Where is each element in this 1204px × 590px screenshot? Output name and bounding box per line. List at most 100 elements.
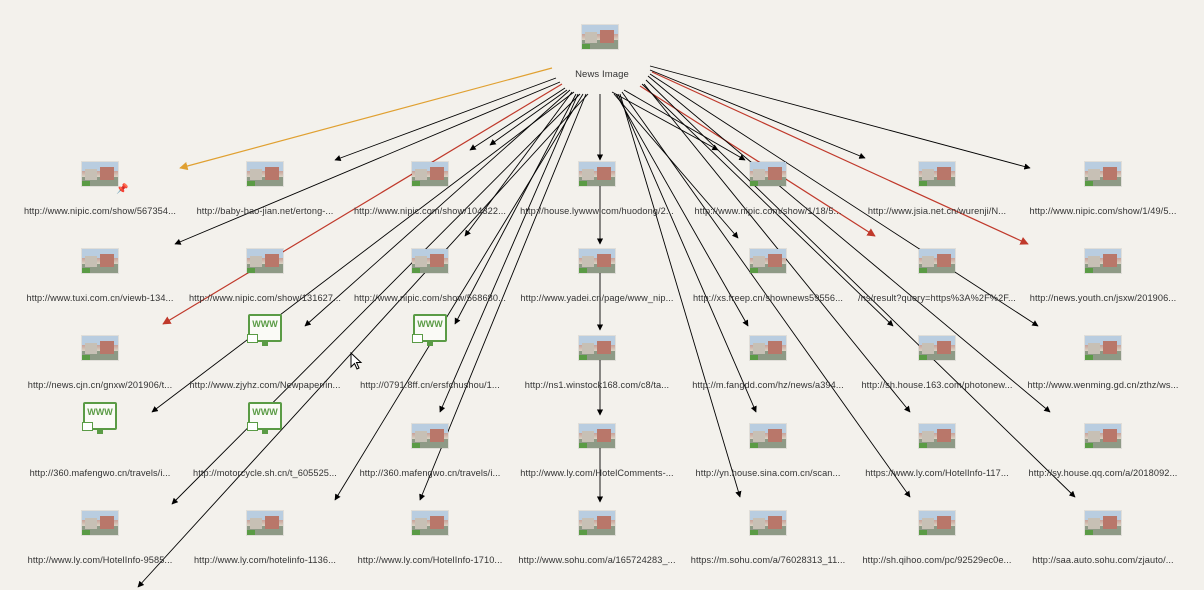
graph-node[interactable]: http://sh.qihoo.com/pc/92529ec0e... <box>852 511 1022 571</box>
node-label: http://news.youth.cn/jsxw/201906... <box>1029 293 1177 303</box>
image-thumbnail-icon <box>412 249 448 273</box>
node-label: http://sh.qihoo.com/pc/92529ec0e... <box>862 555 1012 565</box>
graph-node[interactable]: WWW http://360.mafengwo.cn/travels/i... <box>15 402 185 484</box>
graph-node[interactable]: http://www.wenming.gd.cn/zthz/ws... <box>1018 336 1188 396</box>
image-thumbnail-icon <box>579 162 615 186</box>
image-thumbnail-icon <box>919 336 955 360</box>
graph-edge <box>162 83 563 325</box>
image-thumbnail-icon <box>1085 511 1121 535</box>
graph-node[interactable]: http://www.sohu.com/a/165724283_... <box>512 511 682 571</box>
graph-node[interactable]: http://www.nipic.com/show/567354... <box>15 162 185 222</box>
image-thumbnail-icon <box>1085 424 1121 448</box>
graph-node[interactable]: https://m.sohu.com/a/76028313_11... <box>683 511 853 571</box>
graph-node[interactable]: http://saa.auto.sohu.com/zjauto/... <box>1018 511 1188 571</box>
graph-node[interactable]: WWW http://motorcycle.sh.cn/t_605525... <box>180 402 350 484</box>
graph-node[interactable]: http://news.youth.cn/jsxw/201906... <box>1018 249 1188 309</box>
node-label: http://360.mafengwo.cn/travels/i... <box>29 468 171 478</box>
node-label: https://www.ly.com/HotelInfo-117... <box>865 468 1009 478</box>
node-label: http://www.ly.com/HotelInfo-1710... <box>357 555 503 565</box>
graph-node[interactable]: http://www.nipic.com/show/568680... <box>345 249 515 309</box>
graph-edge <box>613 93 739 239</box>
graph-edge <box>615 93 749 327</box>
graph-node[interactable]: http://360.mafengwo.cn/travels/i... <box>345 424 515 484</box>
graph-node[interactable]: http://www.yadei.cn/page/www_nip... <box>512 249 682 309</box>
image-thumbnail-icon <box>750 162 786 186</box>
graph-node[interactable]: http://baby-bao-jian.net/ertong-... <box>180 162 350 222</box>
graph-edge <box>304 89 571 327</box>
graph-node[interactable]: http://www.nipic.com/show/104322... <box>345 162 515 222</box>
node-label: http://baby-bao-jian.net/ertong-... <box>196 206 334 216</box>
image-thumbnail-icon <box>750 511 786 535</box>
graph-edge <box>649 69 866 159</box>
www-icon: WWW <box>247 314 282 346</box>
image-thumbnail-icon <box>579 424 615 448</box>
graph-edge <box>179 67 553 171</box>
graph-edge <box>619 93 742 498</box>
node-label: http://www.nipic.com/show/568680... <box>353 293 507 303</box>
graph-node[interactable]: http://www.ly.com/HotelComments-... <box>512 424 682 484</box>
image-thumbnail-icon <box>579 249 615 273</box>
graph-node[interactable]: http://www.ly.com/HotelInfo-9585... <box>15 511 185 571</box>
graph-edge <box>617 93 757 413</box>
image-thumbnail-icon <box>919 511 955 535</box>
node-label: http://xs.freep.cn/shownews59556... <box>692 293 844 303</box>
graph-node[interactable]: http://xs.freep.cn/shownews59556... <box>683 249 853 309</box>
graph-edge <box>643 83 911 413</box>
graph-node[interactable]: WWW http://0791.8ff.cn/ersfchushou/1... <box>345 314 515 396</box>
graph-edge <box>464 91 573 237</box>
image-thumbnail-icon <box>579 336 615 360</box>
graph-node[interactable]: https://www.ly.com/HotelInfo-117... <box>852 424 1022 484</box>
graph-edge <box>137 93 589 588</box>
graph-node[interactable]: http://www.nipic.com/show/1/49/5... <box>1018 162 1188 222</box>
cursor-icon <box>350 352 363 370</box>
image-thumbnail-icon <box>82 336 118 360</box>
image-thumbnail-icon <box>247 249 283 273</box>
image-thumbnail-icon <box>919 249 955 273</box>
graph-edge <box>174 81 561 245</box>
node-label: http://www.nipic.com/show/567354... <box>23 206 177 216</box>
www-icon: WWW <box>412 314 447 346</box>
root-node[interactable]: News Image <box>575 25 629 85</box>
node-label: http://saa.auto.sohu.com/zjauto/... <box>1032 555 1174 565</box>
graph-node[interactable]: http://sh.house.163.com/photonew... <box>852 336 1022 396</box>
graph-node[interactable]: http://www.nipic.com/show/131627... <box>180 249 350 309</box>
graph-edge <box>454 93 577 325</box>
node-label: http://house.lywww.com/huodong/2... <box>520 206 674 216</box>
node-label: http://news.cjn.cn/gnxw/201906/t... <box>27 380 173 390</box>
node-label: http://www.jsia.net.cn/wurenji/N... <box>867 206 1007 216</box>
node-label: http://motorcycle.sh.cn/t_605525... <box>193 468 337 478</box>
image-thumbnail-icon <box>1085 336 1121 360</box>
graph-edge <box>621 91 911 498</box>
node-label: http://sy.house.qq.com/a/2018092... <box>1028 468 1178 478</box>
graph-edge <box>334 77 557 161</box>
image-thumbnail-icon <box>919 424 955 448</box>
graph-node[interactable]: /ns/result?query=https%3A%2F%2F... <box>852 249 1022 309</box>
image-thumbnail-icon <box>412 511 448 535</box>
graph-node[interactable]: http://m.fangdd.com/hz/news/a394... <box>683 336 853 396</box>
www-icon: WWW <box>82 402 117 434</box>
image-thumbnail-icon <box>919 162 955 186</box>
graph-node[interactable]: http://www.ly.com/hotelinfo-1136... <box>180 511 350 571</box>
graph-node[interactable]: http://yn.house.sina.com.cn/scan... <box>683 424 853 484</box>
node-label: http://www.nipic.com/show/1/49/5... <box>1029 206 1177 216</box>
graph-node[interactable]: http://www.ly.com/HotelInfo-1710... <box>345 511 515 571</box>
image-thumbnail-icon <box>247 511 283 535</box>
graph-edge <box>649 73 1039 327</box>
root-label: News Image <box>575 69 629 80</box>
graph-node[interactable]: http://house.lywww.com/huodong/2... <box>512 162 682 222</box>
graph-edge <box>647 75 1051 413</box>
node-label: /ns/result?query=https%3A%2F%2F... <box>858 293 1016 303</box>
graph-node[interactable]: http://news.cjn.cn/gnxw/201906/t... <box>15 336 185 396</box>
image-thumbnail-icon <box>82 249 118 273</box>
graph-node[interactable]: WWW http://www.zjyhz.com/Newpaper/in... <box>180 314 350 396</box>
pin-icon[interactable]: 📌 <box>116 184 129 195</box>
graph-edge <box>489 89 568 146</box>
graph-node[interactable]: http://www.jsia.net.cn/wurenji/N... <box>852 162 1022 222</box>
graph-node[interactable]: http://ns1.winstock168.com/c8/ta... <box>512 336 682 396</box>
node-label: http://sh.house.163.com/photonew... <box>861 380 1013 390</box>
graph-node[interactable]: http://www.nipic.com/show/1/18/5... <box>683 162 853 222</box>
node-label: http://www.zjyhz.com/Newpaper/in... <box>189 380 341 390</box>
graph-edge <box>439 93 579 413</box>
graph-node[interactable]: http://sy.house.qq.com/a/2018092... <box>1018 424 1188 484</box>
graph-node[interactable]: http://www.tuxi.com.cn/viewb-134... <box>15 249 185 309</box>
